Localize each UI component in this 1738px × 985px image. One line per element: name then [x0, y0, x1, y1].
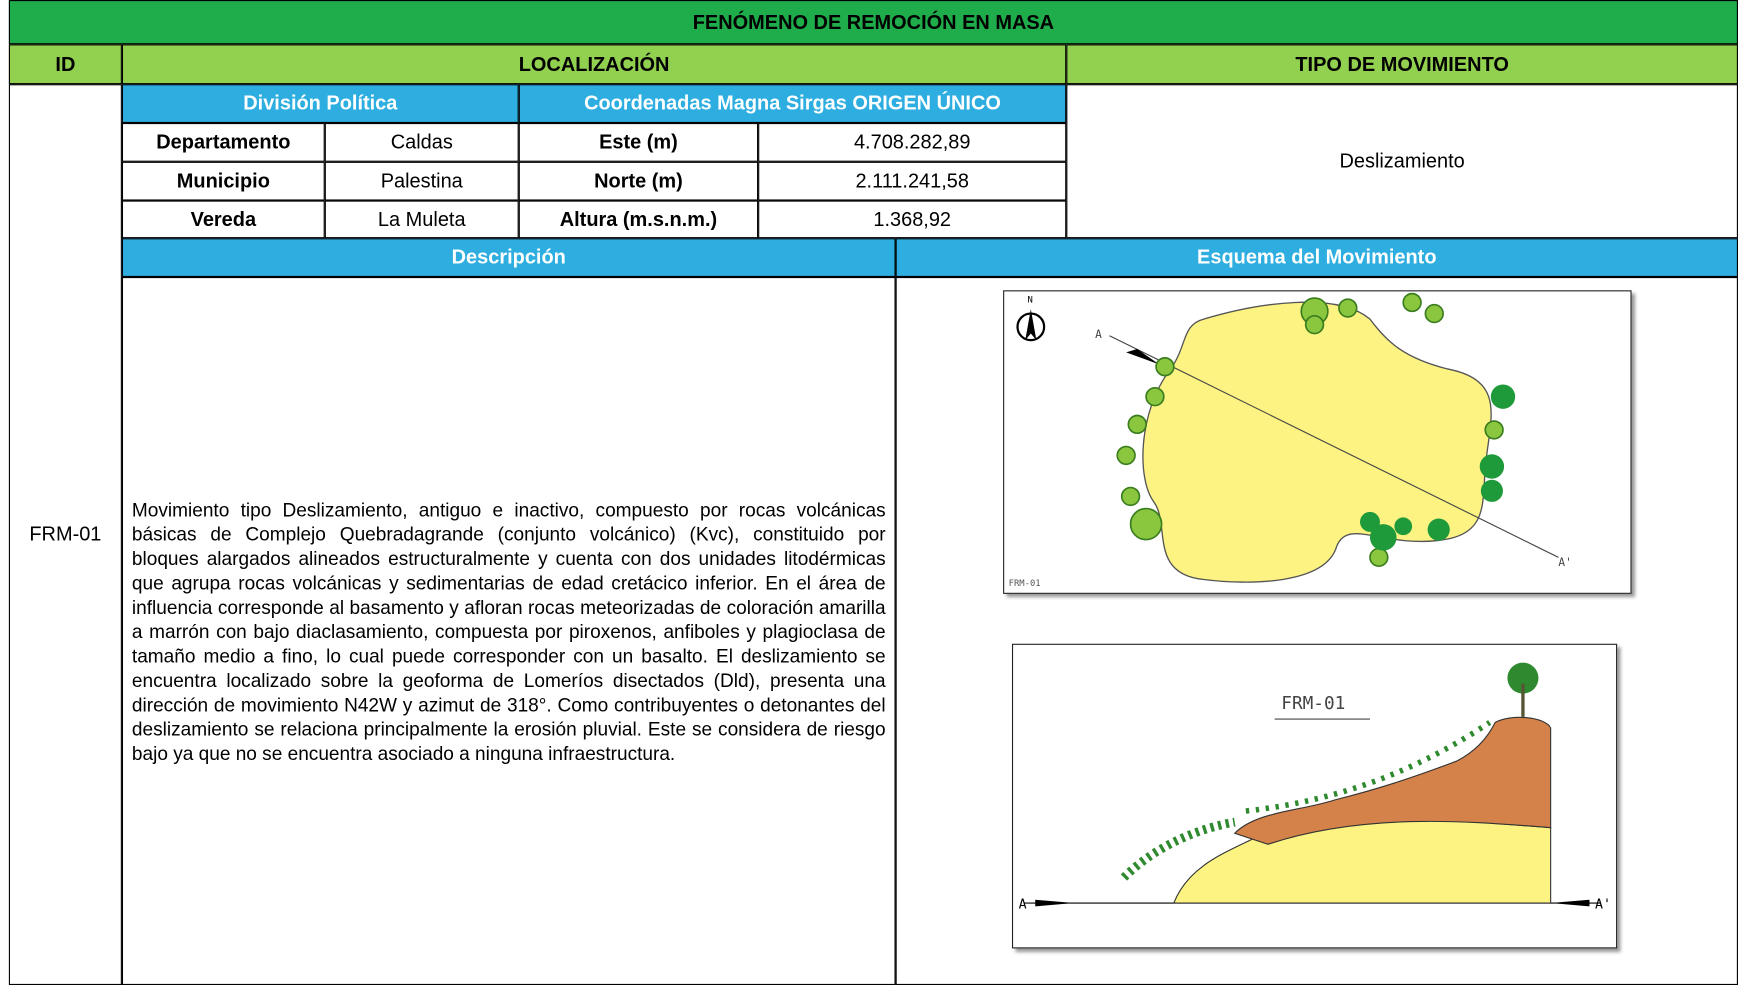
arrow-left [1035, 899, 1075, 907]
arrow-right [1550, 899, 1590, 907]
profile-svg: A A' FRM-01 [1019, 662, 1611, 913]
description: Movimiento tipo Deslizamiento, antiguo e… [131, 498, 886, 764]
vegetation-top [1245, 720, 1492, 814]
field-value: 2.111.241,58 [758, 161, 1067, 201]
field-label: Norte (m) [518, 161, 759, 201]
scheme-cell [895, 277, 1738, 985]
trees [1116, 292, 1504, 568]
field-label: Altura (m.s.n.m.) [518, 200, 759, 239]
field-label: Vereda [121, 200, 325, 239]
profile-view: A A' FRM-01 [1011, 643, 1618, 949]
plan-view: A A' N FRM-01 [1003, 290, 1632, 594]
label-b: A' [1595, 898, 1611, 913]
north: N [1027, 295, 1032, 305]
field-value: La Muleta [324, 200, 519, 239]
field-value: 1.368,92 [758, 200, 1067, 239]
label-b: A' [1558, 556, 1571, 569]
bedrock [1172, 819, 1552, 904]
movement-type: Deslizamiento [1066, 84, 1738, 239]
section-line [1109, 335, 1559, 558]
division-header: División Política [121, 84, 519, 123]
field-label: Municipio [121, 161, 325, 201]
description-cell: Movimiento tipo Deslizamiento, antiguo e… [121, 277, 896, 985]
description-header: Descripción [121, 238, 896, 277]
field-value: Caldas [324, 122, 519, 162]
title: FENÓMENO DE REMOCIÓN EN MASA [8, 0, 1738, 45]
record-id: FRM-01 [8, 84, 122, 985]
coordinates-header: Coordenadas Magna Sirgas ORIGEN ÚNICO [518, 84, 1067, 123]
field-label: Departamento [121, 122, 325, 162]
label-a: A [1095, 328, 1102, 341]
map-label: FRM-01 [1009, 579, 1041, 589]
field-value: Palestina [324, 161, 519, 201]
movement-header: TIPO DE MOVIMIENTO [1066, 44, 1738, 85]
compass-needle [1025, 309, 1037, 341]
location-header: LOCALIZACIÓN [121, 44, 1067, 85]
profile-title: FRM-01 [1281, 694, 1345, 714]
tree [1507, 662, 1539, 694]
label-a: A [1019, 898, 1027, 913]
field-label: Este (m) [518, 122, 759, 162]
id-header: ID [8, 44, 122, 85]
scheme-header: Esquema del Movimiento [895, 238, 1738, 277]
field-value: 4.708.282,89 [758, 122, 1067, 162]
arrow-a [1126, 349, 1160, 365]
slide-mass [1233, 716, 1552, 845]
shrubs [1360, 384, 1516, 551]
plan-svg: A A' N FRM-01 [1009, 292, 1572, 589]
